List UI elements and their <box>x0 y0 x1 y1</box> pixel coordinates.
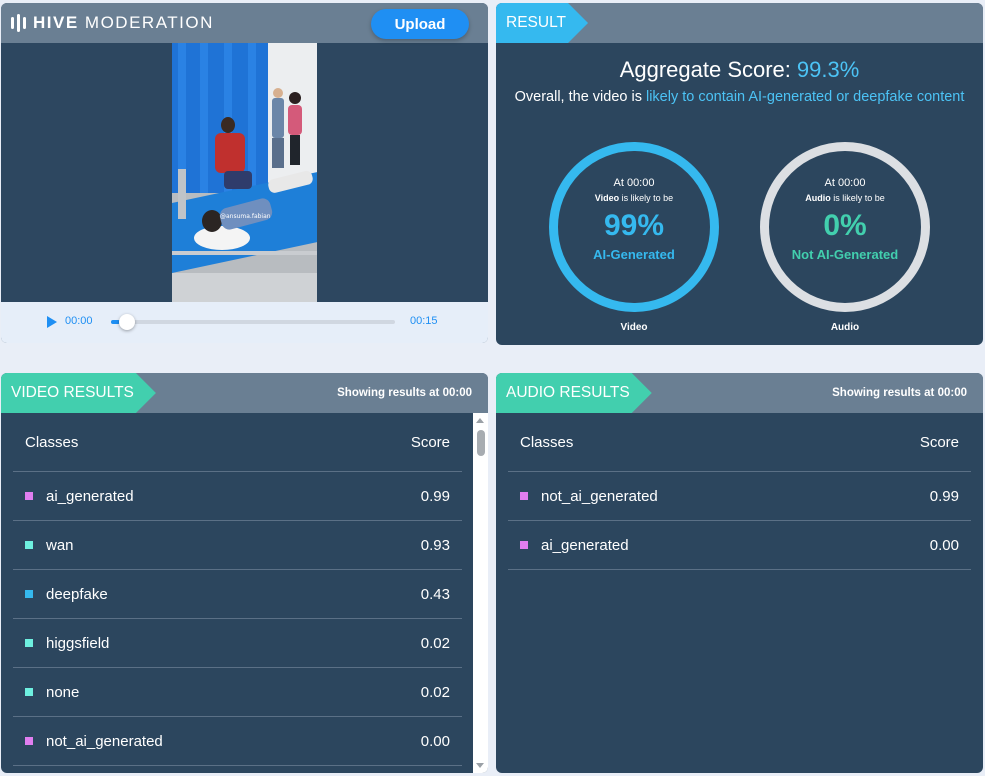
scroll-thumb[interactable] <box>477 430 485 456</box>
audio-ring-caption: Audio <box>830 322 860 333</box>
score-cell: 0.02 <box>420 683 450 701</box>
class-color-swatch <box>25 492 33 500</box>
seek-bar-progress <box>111 320 120 324</box>
audio-results-showing: Showing results at 00:00 <box>832 387 967 399</box>
class-color-swatch <box>520 541 528 549</box>
class-name: none <box>46 683 80 701</box>
video-results-showing: Showing results at 00:00 <box>337 387 472 399</box>
class-name: not_ai_generated <box>46 732 163 750</box>
upload-button[interactable]: Upload <box>371 9 469 39</box>
class-name: higgsfield <box>46 634 110 652</box>
video-player-controls: 00:00 00:15 <box>1 302 488 343</box>
score-cell: 0.00 <box>929 536 959 554</box>
class-cell: ai_generated <box>25 488 134 505</box>
video-ring-caption: Video <box>620 322 648 333</box>
brand-bold: HIVE <box>33 13 79 32</box>
score-cell: 0.93 <box>420 536 450 554</box>
video-preview[interactable]: @ansuma.fabian <box>172 43 317 302</box>
class-cell: ai_generated <box>520 537 629 554</box>
overall-summary: Overall, the video is likely to contain … <box>512 87 967 108</box>
video-results-panel: VIDEO RESULTS Showing results at 00:00 C… <box>1 373 488 773</box>
video-ring-label: AI-Generated <box>593 247 675 262</box>
table-row: none 0.02 <box>13 668 462 717</box>
seek-bar[interactable] <box>111 320 395 324</box>
result-tag: RESULT <box>496 3 588 43</box>
score-cell: 0.99 <box>420 487 450 505</box>
class-cell: not_ai_generated <box>25 733 163 750</box>
score-cell: 0.00 <box>420 732 450 750</box>
play-icon[interactable] <box>47 316 57 328</box>
class-name: ai_generated <box>541 536 629 554</box>
class-name: not_ai_generated <box>541 487 658 505</box>
class-name: ai_generated <box>46 487 134 505</box>
video-ring-likely: Video is likely to be <box>594 193 674 203</box>
video-ring-time: At 00:00 <box>613 177 655 189</box>
aggregate-label: Aggregate Score: <box>619 57 791 82</box>
class-cell: wan <box>25 537 74 554</box>
audio-ring-time: At 00:00 <box>824 177 866 189</box>
table-row: higgsfield 0.02 <box>13 619 462 668</box>
class-cell: none <box>25 684 79 701</box>
video-watermark: @ansuma.fabian <box>220 213 271 220</box>
table-row: ai_generated 0.99 <box>13 472 462 521</box>
video-score-ring: At 00:00 Video is likely to be 99% AI-Ge… <box>549 142 719 312</box>
class-color-swatch <box>25 688 33 696</box>
table-row: ai_generated 0.00 <box>508 521 971 570</box>
video-results-table: Classes Score ai_generated 0.99 wan 0.93 dee… <box>13 413 462 766</box>
duration-time: 00:15 <box>410 315 438 327</box>
overall-highlight: likely to contain AI-generated or deepfa… <box>645 89 965 105</box>
audio-score-ring: At 00:00 Audio is likely to be 0% Not AI… <box>760 142 930 312</box>
col-classes: Classes <box>520 433 574 451</box>
video-results-scrollbar[interactable] <box>473 413 488 773</box>
col-classes: Classes <box>25 433 79 451</box>
class-cell: deepfake <box>25 586 108 603</box>
scroll-up-icon[interactable] <box>476 418 484 423</box>
score-cell: 0.99 <box>929 487 959 505</box>
class-name: deepfake <box>46 585 108 603</box>
current-time: 00:00 <box>65 315 93 327</box>
hive-logo-icon <box>11 14 26 32</box>
table-row: not_ai_generated 0.00 <box>13 717 462 766</box>
audio-results-tag: AUDIO RESULTS <box>496 373 652 413</box>
class-color-swatch <box>25 737 33 745</box>
class-cell: not_ai_generated <box>520 488 658 505</box>
class-cell: higgsfield <box>25 635 109 652</box>
class-color-swatch <box>25 639 33 647</box>
aggregate-score: Aggregate Score: 99.3% <box>496 57 983 83</box>
aggregate-value: 99.3% <box>796 57 860 82</box>
hive-logo: HIVE MODERATION <box>11 3 214 43</box>
video-results-tag: VIDEO RESULTS <box>1 373 156 413</box>
col-score: Score <box>410 433 450 451</box>
overall-prefix: Overall, the video is <box>514 89 642 105</box>
audio-results-panel: AUDIO RESULTS Showing results at 00:00 C… <box>496 373 983 773</box>
class-color-swatch <box>520 492 528 500</box>
video-panel: HIVE MODERATION Upload <box>1 3 488 343</box>
scroll-down-icon[interactable] <box>476 763 484 768</box>
class-color-swatch <box>25 590 33 598</box>
score-cell: 0.43 <box>420 585 450 603</box>
video-frame-image: @ansuma.fabian <box>172 43 317 302</box>
brand-rest: MODERATION <box>84 13 214 32</box>
class-color-swatch <box>25 541 33 549</box>
audio-ring-percent: 0% <box>823 209 867 242</box>
table-header: Classes Score <box>13 413 462 472</box>
class-name: wan <box>46 536 74 554</box>
table-row: not_ai_generated 0.99 <box>508 472 971 521</box>
audio-ring-label: Not AI-Generated <box>791 247 899 262</box>
table-row: deepfake 0.43 <box>13 570 462 619</box>
table-header: Classes Score <box>508 413 971 472</box>
audio-results-table: Classes Score not_ai_generated 0.99 ai_gen… <box>508 413 971 570</box>
score-cell: 0.02 <box>420 634 450 652</box>
col-score: Score <box>919 433 959 451</box>
audio-ring-likely: Audio is likely to be <box>805 193 885 203</box>
result-panel: RESULT Aggregate Score: 99.3% Overall, th… <box>496 3 983 345</box>
seek-handle[interactable] <box>119 314 135 330</box>
video-ring-percent: 99% <box>603 209 665 242</box>
table-row: wan 0.93 <box>13 521 462 570</box>
